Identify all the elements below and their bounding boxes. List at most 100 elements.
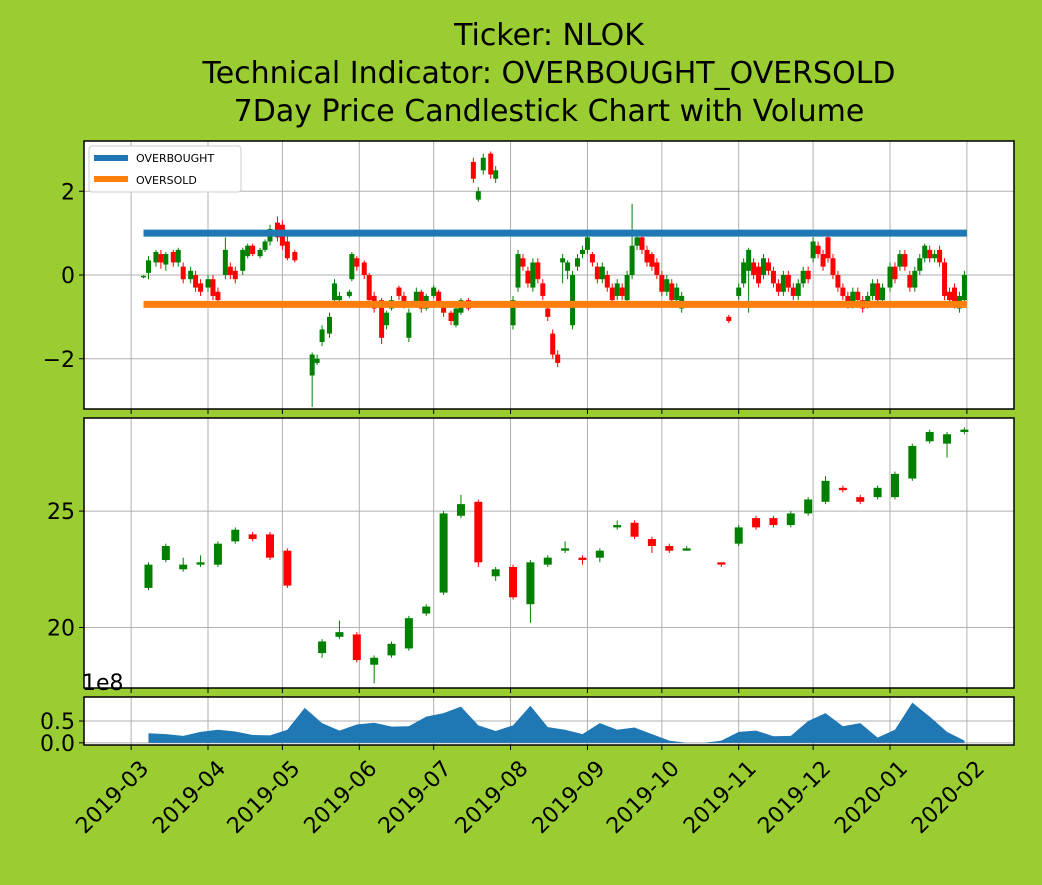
indicator-candle-body: [257, 249, 263, 257]
price-candle-body: [179, 564, 188, 570]
indicator-candle-body: [629, 245, 635, 275]
indicator-candle-body: [825, 237, 831, 259]
indicator-candle-body: [384, 312, 390, 326]
indicator-candle-body: [188, 270, 194, 280]
indicator-candle-body: [942, 262, 948, 296]
indicator-candle-body: [198, 283, 204, 292]
indicator-candle-body: [855, 291, 861, 301]
price-candle-body: [144, 564, 153, 588]
price-candle-body: [196, 562, 205, 565]
price-candle-body: [890, 473, 899, 498]
indicator-candle-body: [820, 254, 826, 267]
indicator-candle-body: [170, 251, 176, 263]
indicator-candle-body: [575, 258, 581, 267]
indicator-candle-body: [520, 258, 526, 267]
indicator-candle-body: [649, 254, 655, 267]
indicator-candle-body: [951, 287, 957, 305]
indicator-candle-body: [141, 275, 147, 278]
indicator-candle-body: [550, 333, 556, 355]
indicator-candle-body: [835, 275, 841, 288]
price-candle-body: [456, 504, 465, 516]
indicator-candle-body: [932, 254, 938, 259]
price-candle-body: [248, 534, 257, 540]
price-candle-body: [509, 566, 518, 598]
indicator-candle-body: [431, 287, 437, 296]
indicator-candle-body: [262, 241, 268, 250]
indicator-candle-body: [947, 291, 953, 301]
price-panel-border: [83, 417, 1015, 689]
indicator-candle-body: [961, 275, 967, 301]
volume-y-tick-label: 0.0: [40, 732, 75, 757]
indicator-candle-body: [644, 249, 650, 263]
price-candle-body: [422, 606, 431, 614]
indicator-candle-body: [565, 262, 571, 271]
indicator-y-tick-label: 2: [61, 180, 75, 205]
indicator-candle-body: [488, 153, 494, 175]
price-candle-body: [717, 562, 726, 565]
indicator-candle-body: [907, 275, 913, 288]
price-candle-body: [213, 543, 222, 565]
indicator-candle-body: [927, 249, 933, 259]
price-candle-body: [318, 641, 327, 654]
indicator-candle-body: [406, 312, 412, 338]
price-candle-body: [821, 480, 830, 502]
indicator-candle-body: [240, 249, 246, 271]
price-candle-body: [335, 632, 344, 637]
indicator-candle-body: [396, 287, 402, 296]
price-candle-body: [231, 529, 240, 542]
indicator-candle-body: [475, 191, 481, 200]
indicator-candle-body: [810, 241, 816, 259]
price-candle-body: [925, 431, 934, 442]
indicator-candle-body: [530, 262, 536, 288]
indicator-candle-body: [284, 241, 290, 259]
price-candle-body: [266, 534, 274, 558]
indicator-candle-body: [761, 258, 767, 275]
indicator-candle-body: [361, 262, 367, 275]
indicator-candle-body: [346, 291, 352, 296]
indicator-candle-body: [470, 161, 476, 179]
indicator-candle-body: [245, 245, 251, 257]
indicator-candle-body: [354, 258, 360, 267]
indicator-candle-body: [741, 262, 747, 284]
indicator-candle-body: [327, 316, 333, 334]
indicator-candle-body: [175, 249, 181, 263]
price-candle-body: [908, 445, 917, 479]
indicator-candle-body: [545, 308, 551, 317]
price-candle-body: [630, 522, 639, 537]
indicator-candle-body: [840, 287, 846, 296]
indicator-candle-body: [756, 266, 762, 284]
indicator-candle-body: [850, 291, 856, 305]
indicator-candle-body: [659, 275, 665, 292]
indicator-candle-body: [870, 283, 876, 296]
price-candle-body: [769, 518, 778, 526]
indicator-candle-body: [349, 254, 355, 280]
price-panel: 25 20: [47, 417, 1015, 693]
indicator-candle-body: [480, 157, 486, 171]
indicator-candle-body: [309, 354, 315, 376]
indicator-candle-body: [560, 258, 566, 263]
indicator-candle-body: [594, 266, 600, 280]
indicator-candle-body: [210, 279, 216, 296]
volume-panel: 0.50.0 1e8: [40, 671, 1015, 757]
legend: OVERBOUGHT OVERSOLD: [88, 145, 242, 193]
price-y-tick-label: 25: [47, 500, 75, 525]
price-candle-body: [404, 618, 413, 649]
indicator-candle-body: [401, 295, 407, 305]
indicator-candle-body: [669, 283, 675, 301]
indicator-candle-body: [331, 283, 337, 301]
indicator-candle-body: [215, 291, 221, 301]
indicator-candle-body: [222, 249, 228, 275]
price-candle-body: [838, 487, 847, 491]
indicator-candle-body: [917, 258, 923, 271]
indicator-candle-body: [250, 245, 256, 255]
indicator-candle-body: [726, 316, 732, 322]
indicator-candle-body: [180, 266, 186, 280]
price-candle-body: [873, 487, 882, 498]
indicator-candle-body: [775, 283, 781, 292]
indicator-candle-body: [922, 245, 928, 259]
indicator-candle-body: [413, 291, 419, 305]
price-candle-body: [943, 434, 952, 444]
price-candle-body: [856, 497, 865, 502]
price-candle-body: [561, 548, 570, 551]
indicator-panel-border: [83, 140, 1015, 410]
